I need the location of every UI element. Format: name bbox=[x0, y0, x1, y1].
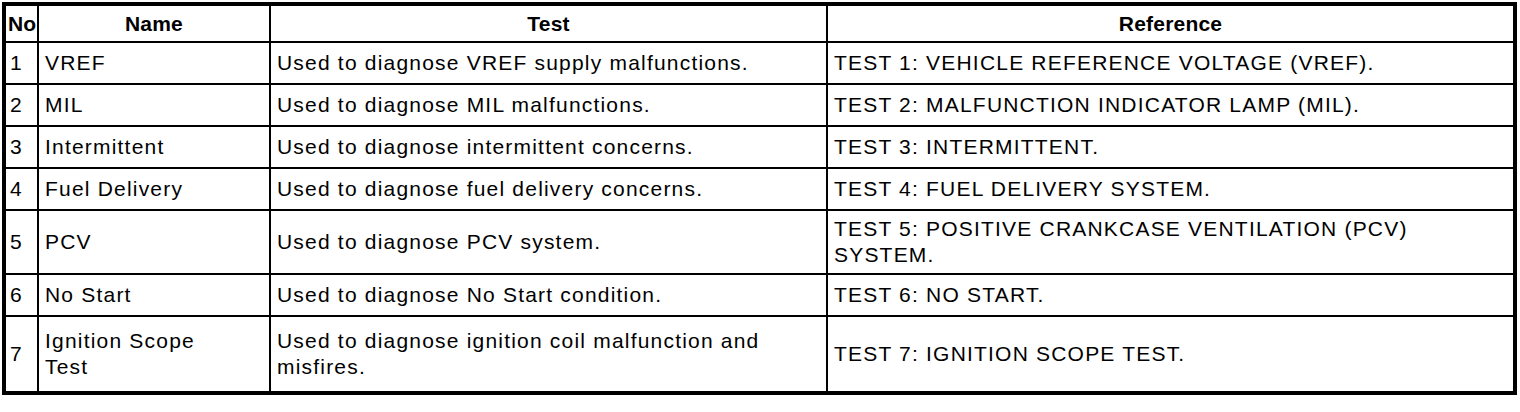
cell-name: VREF bbox=[38, 42, 270, 84]
table-row: 7 Ignition Scope Test Used to diagnose i… bbox=[4, 316, 1515, 393]
cell-test: Used to diagnose No Start condition. bbox=[270, 274, 827, 316]
diagnostic-tests-table: No. Name Test Reference 1 VREF Used to d… bbox=[2, 2, 1517, 395]
cell-test: Used to diagnose ignition coil malfuncti… bbox=[270, 316, 827, 393]
cell-name: Ignition Scope Test bbox=[38, 316, 270, 393]
cell-name: MIL bbox=[38, 84, 270, 126]
table-row: 2 MIL Used to diagnose MIL malfunctions.… bbox=[4, 84, 1515, 126]
table-row: 1 VREF Used to diagnose VREF supply malf… bbox=[4, 42, 1515, 84]
cell-no: 6 bbox=[4, 274, 38, 316]
col-header-test: Test bbox=[270, 4, 827, 42]
cell-reference: TEST 7: IGNITION SCOPE TEST. bbox=[827, 316, 1515, 393]
col-header-name: Name bbox=[38, 4, 270, 42]
cell-no: 3 bbox=[4, 126, 38, 168]
cell-no: 4 bbox=[4, 168, 38, 210]
cell-name: Fuel Delivery bbox=[38, 168, 270, 210]
cell-no: 1 bbox=[4, 42, 38, 84]
cell-name: No Start bbox=[38, 274, 270, 316]
cell-reference: TEST 3: INTERMITTENT. bbox=[827, 126, 1515, 168]
table-header-row: No. Name Test Reference bbox=[4, 4, 1515, 42]
cell-no: 7 bbox=[4, 316, 38, 393]
cell-test: Used to diagnose fuel delivery concerns. bbox=[270, 168, 827, 210]
cell-test: Used to diagnose intermittent concerns. bbox=[270, 126, 827, 168]
cell-test: Used to diagnose VREF supply malfunction… bbox=[270, 42, 827, 84]
cell-no: 5 bbox=[4, 210, 38, 274]
cell-reference: TEST 2: MALFUNCTION INDICATOR LAMP (MIL)… bbox=[827, 84, 1515, 126]
col-header-reference: Reference bbox=[827, 4, 1515, 42]
col-header-no: No. bbox=[4, 4, 38, 42]
cell-reference: TEST 5: POSITIVE CRANKCASE VENTILATION (… bbox=[827, 210, 1515, 274]
cell-reference: TEST 6: NO START. bbox=[827, 274, 1515, 316]
table-row: 6 No Start Used to diagnose No Start con… bbox=[4, 274, 1515, 316]
cell-test: Used to diagnose PCV system. bbox=[270, 210, 827, 274]
table-row: 3 Intermittent Used to diagnose intermit… bbox=[4, 126, 1515, 168]
cell-name: Intermittent bbox=[38, 126, 270, 168]
cell-test: Used to diagnose MIL malfunctions. bbox=[270, 84, 827, 126]
cell-reference: TEST 1: VEHICLE REFERENCE VOLTAGE (VREF)… bbox=[827, 42, 1515, 84]
document-page: No. Name Test Reference 1 VREF Used to d… bbox=[0, 0, 1520, 412]
table-row: 4 Fuel Delivery Used to diagnose fuel de… bbox=[4, 168, 1515, 210]
table-row: 5 PCV Used to diagnose PCV system. TEST … bbox=[4, 210, 1515, 274]
cell-reference: TEST 4: FUEL DELIVERY SYSTEM. bbox=[827, 168, 1515, 210]
cell-name: PCV bbox=[38, 210, 270, 274]
cell-no: 2 bbox=[4, 84, 38, 126]
